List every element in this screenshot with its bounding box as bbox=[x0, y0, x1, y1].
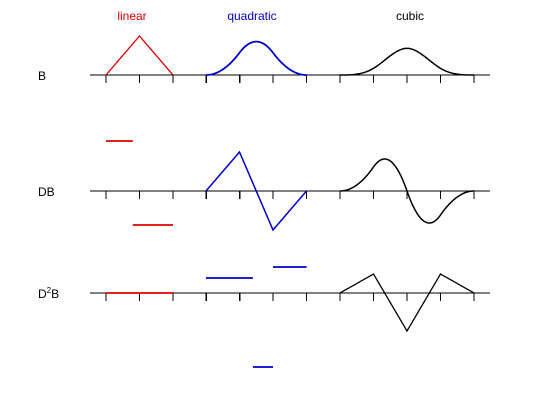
curve-cubic-b bbox=[340, 47, 474, 76]
curve-linear-b bbox=[105, 35, 174, 76]
row-label-d2b-tail: B bbox=[51, 287, 59, 301]
column-title-quadratic: quadratic bbox=[227, 9, 276, 23]
row-label-d2b: D2B bbox=[38, 286, 59, 301]
curve-cubic-db bbox=[339, 158, 475, 224]
curve-quadratic-db bbox=[205, 150, 308, 232]
basis-curves bbox=[105, 35, 475, 368]
curve-cubic-d2b bbox=[339, 273, 475, 333]
column-title-cubic: cubic bbox=[396, 9, 424, 23]
row-label-b: B bbox=[38, 69, 46, 83]
curve-quadratic-b bbox=[205, 40, 307, 76]
knot-ticks bbox=[105, 75, 475, 301]
row-label-db: DB bbox=[38, 185, 55, 199]
row-label-d2b-base: D bbox=[38, 287, 47, 301]
row-label-d2b-superscript: 2 bbox=[47, 286, 52, 295]
column-title-linear: linear bbox=[117, 9, 146, 23]
